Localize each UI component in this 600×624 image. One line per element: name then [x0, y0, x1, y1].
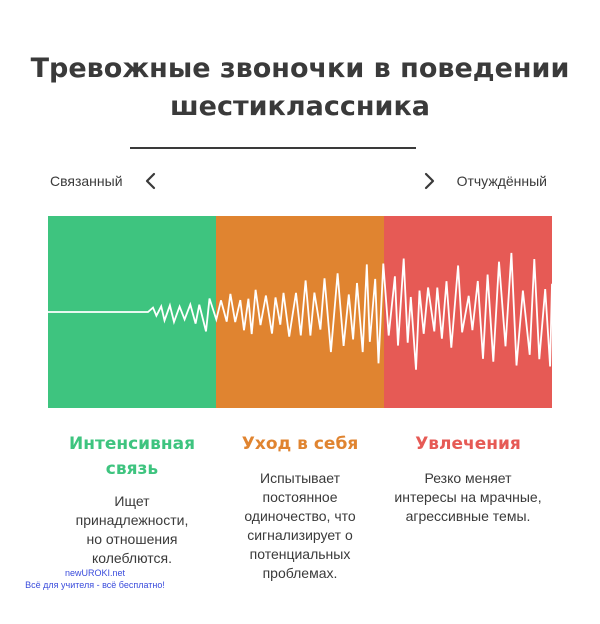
waveform-line: [48, 252, 552, 370]
stage-withdrawal: Уход в себя Испытывает постоянное одиноч…: [216, 432, 384, 583]
stage-fixation: Увлечения Резко меняет интересы на мрачн…: [384, 432, 552, 526]
chevron-right-icon: [424, 172, 435, 190]
spectrum-bands: [48, 216, 552, 408]
watermark-site: newUROKI.net: [64, 568, 126, 578]
title-divider: [130, 147, 416, 149]
stage-fixation-description: Резко меняет интересы на мрачные, агресс…: [394, 470, 542, 524]
stage-withdrawal-description: Испытывает постоянное одиночество, что с…: [244, 470, 356, 581]
stage-connection-heading: Интенсивная связь: [69, 434, 195, 479]
stage-fixation-heading: Увлечения: [415, 434, 521, 454]
stage-connection-description: Ищет принадлежности, но отношения колебл…: [75, 493, 189, 566]
title-line-2: шестиклассника: [169, 91, 430, 122]
title-line-1: Тревожные звоночки в поведении: [30, 53, 570, 84]
chevron-left-icon: [145, 172, 156, 190]
scale-left-label: Связанный: [50, 173, 123, 189]
stage-connection: Интенсивная связь Ищет принадлежности, н…: [48, 432, 216, 568]
band-withdrawal: [216, 216, 384, 408]
page-title: Тревожные звоночки в поведении шестиклас…: [0, 50, 600, 126]
watermark-slogan: Всё для учителя - всё бесплатно!: [25, 580, 165, 590]
scale-right-label: Отчуждённый: [456, 173, 547, 189]
signal-waveform: [48, 252, 552, 370]
stage-withdrawal-heading: Уход в себя: [241, 434, 359, 454]
